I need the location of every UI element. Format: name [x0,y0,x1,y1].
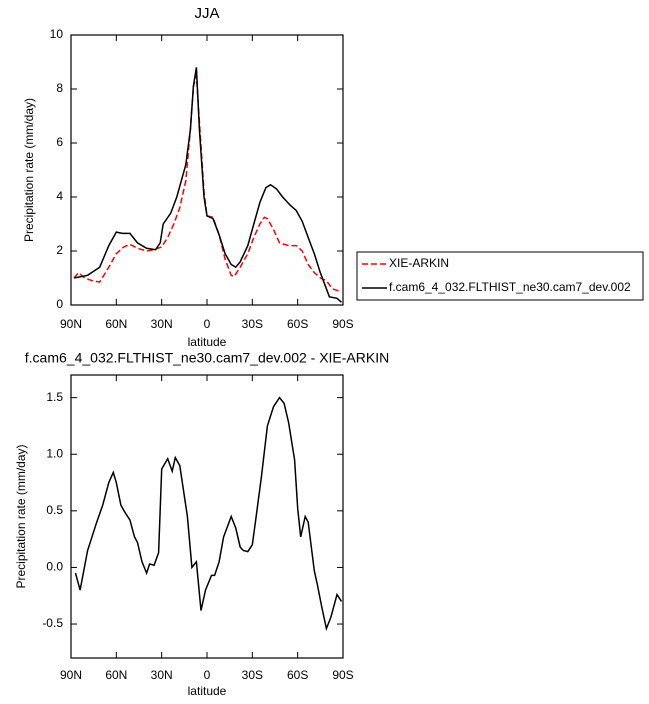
y-tick-label: 1.5 [46,390,63,404]
series-line [73,75,341,293]
plot-frame [70,374,344,659]
y-axis-label: Precipitation rate (mm/day) [14,444,28,588]
series-line [73,67,342,303]
y-tick-label: 0.5 [46,503,63,517]
x-tick-label: 90S [332,668,353,682]
x-tick-label: 90S [332,317,353,331]
y-tick-label: 0.0 [46,560,63,574]
y-tick-label: 1.0 [46,446,63,460]
x-tick-label: 0 [204,317,211,331]
x-axis-label: latitude [188,335,227,349]
chart-title: JJA [194,5,219,22]
plot-frame [70,34,344,306]
x-tick-label: 60S [287,668,308,682]
chart-title: f.cam6_4_032.FLTHIST_ne30.cam7_dev.002 -… [25,350,389,366]
x-tick-label: 30S [242,317,263,331]
legend-label: f.cam6_4_032.FLTHIST_ne30.cam7_dev.002 [389,280,631,294]
legend-label: XIE-ARKIN [389,256,449,270]
x-tick-label: 0 [204,668,211,682]
y-tick-label: 8 [56,81,63,95]
y-tick-label: 4 [56,189,63,203]
y-axis-label: Precipitation rate (mm/day) [22,98,36,242]
x-tick-label: 30N [151,668,173,682]
legend-box [356,251,644,301]
x-tick-label: 90N [60,668,82,682]
y-tick-label: 2 [56,243,63,257]
x-tick-label: 60N [105,317,127,331]
y-tick-label: -0.5 [42,616,63,630]
x-tick-label: 60N [105,668,127,682]
y-tick-label: 0 [56,297,63,311]
x-tick-label: 30S [242,668,263,682]
x-tick-label: 90N [60,317,82,331]
x-axis-label: latitude [188,684,227,698]
x-tick-label: 60S [287,317,308,331]
x-tick-label: 30N [151,317,173,331]
y-tick-label: 6 [56,135,63,149]
series-line [74,396,343,632]
y-tick-label: 10 [50,27,64,41]
